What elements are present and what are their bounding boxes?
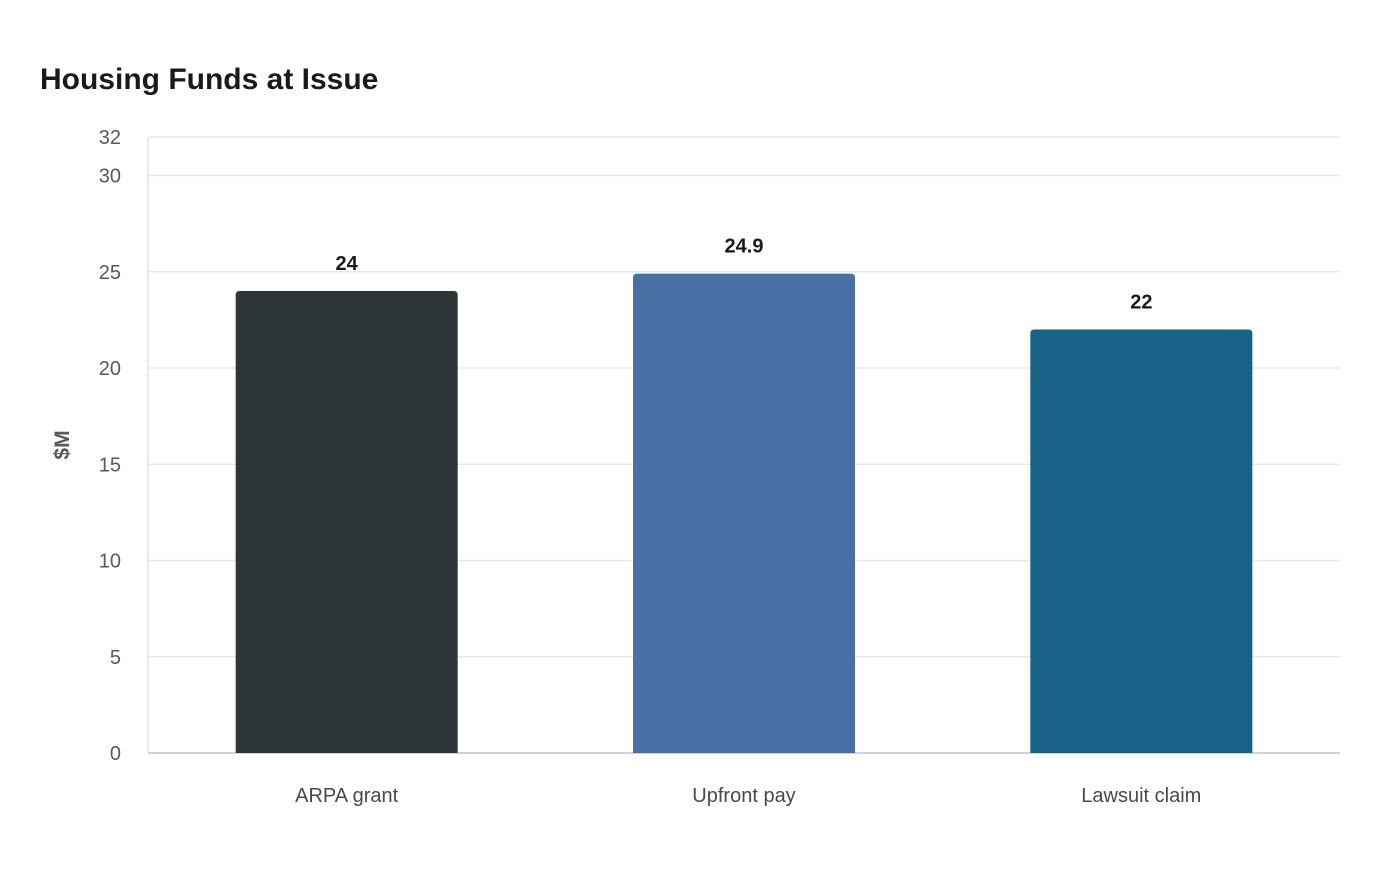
x-category-label: Upfront pay: [692, 785, 795, 807]
y-tick-label: 10: [99, 551, 121, 573]
bar-value-label: 24.9: [725, 236, 764, 258]
y-tick-label: 30: [99, 166, 121, 188]
bars: [235, 273, 1253, 753]
bar-value-label: 24: [336, 253, 359, 275]
bar-upfront-pay: [633, 273, 855, 753]
x-category-label: Lawsuit claim: [1081, 785, 1201, 807]
chart-title: Housing Funds at Issue: [40, 63, 379, 96]
y-tick-label: 32: [99, 127, 121, 149]
labels: 0 5 10 15 20 25 30 32 24 ARPA grant 24.9 Upfront pa…: [99, 127, 1202, 807]
bar-arpa-grant: [235, 291, 458, 753]
bar-value-label: 22: [1130, 292, 1152, 314]
y-tick-label: 0: [110, 743, 121, 765]
bar-lawsuit-claim: [1030, 329, 1253, 753]
y-tick-label: 5: [110, 647, 121, 669]
y-axis-title: $M: [51, 430, 74, 459]
x-category-label: ARPA grant: [295, 785, 398, 807]
y-tick-label: 15: [99, 454, 121, 476]
y-tick-label: 25: [99, 262, 121, 284]
y-tick-label: 20: [99, 358, 121, 380]
